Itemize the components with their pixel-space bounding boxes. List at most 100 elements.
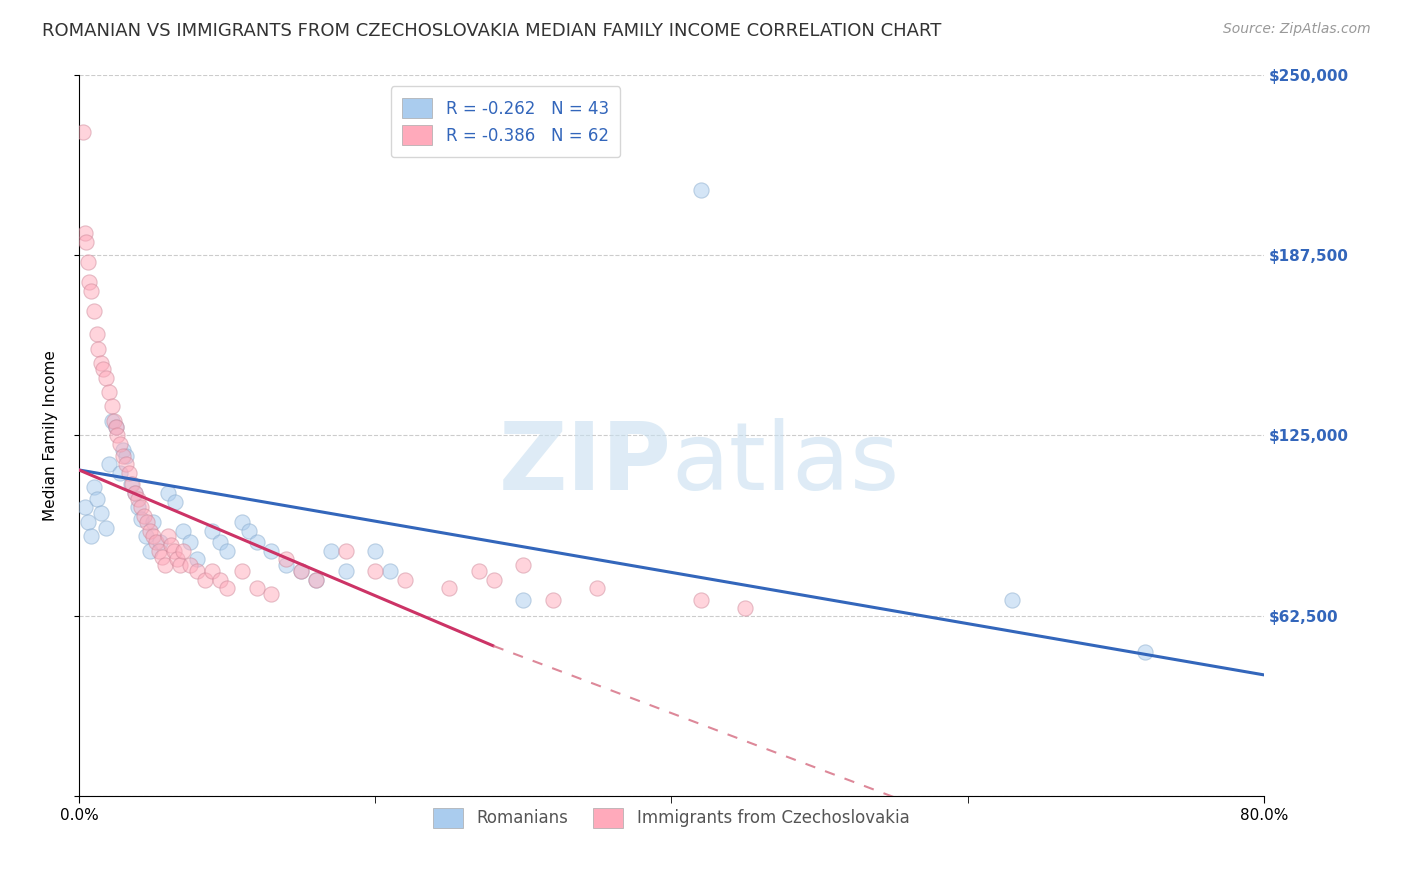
Point	[186, 564, 208, 578]
Point	[153, 558, 176, 573]
Point	[127, 491, 149, 506]
Point	[305, 573, 328, 587]
Point	[104, 419, 127, 434]
Point	[364, 543, 387, 558]
Point	[335, 543, 357, 558]
Point	[129, 500, 152, 515]
Point	[260, 587, 283, 601]
Point	[80, 284, 103, 298]
Point	[149, 535, 172, 549]
Point	[586, 582, 609, 596]
Point	[110, 437, 132, 451]
Point	[1001, 592, 1024, 607]
Point	[215, 582, 238, 596]
Point	[83, 304, 105, 318]
Point	[91, 362, 114, 376]
Point	[690, 183, 713, 197]
Point	[142, 515, 165, 529]
Point	[290, 564, 312, 578]
Point	[115, 449, 138, 463]
Point	[159, 538, 181, 552]
Point	[246, 582, 269, 596]
Point	[90, 356, 112, 370]
Point	[276, 552, 298, 566]
Point	[139, 524, 162, 538]
Point	[86, 491, 108, 506]
Point	[112, 449, 135, 463]
Point	[94, 370, 117, 384]
Point	[169, 558, 191, 573]
Point	[124, 486, 146, 500]
Point	[76, 515, 98, 529]
Point	[238, 524, 260, 538]
Point	[110, 466, 132, 480]
Point	[100, 400, 122, 414]
Point	[115, 457, 138, 471]
Point	[121, 477, 143, 491]
Point	[201, 524, 224, 538]
Point	[73, 500, 96, 515]
Point	[75, 235, 97, 249]
Point	[94, 521, 117, 535]
Text: Source: ZipAtlas.com: Source: ZipAtlas.com	[1223, 22, 1371, 37]
Point	[156, 529, 179, 543]
Text: ROMANIAN VS IMMIGRANTS FROM CZECHOSLOVAKIA MEDIAN FAMILY INCOME CORRELATION CHAR: ROMANIAN VS IMMIGRANTS FROM CZECHOSLOVAK…	[42, 22, 942, 40]
Point	[129, 512, 152, 526]
Legend: Romanians, Immigrants from Czechoslovakia: Romanians, Immigrants from Czechoslovaki…	[426, 801, 917, 835]
Point	[165, 494, 187, 508]
Point	[135, 529, 157, 543]
Point	[1135, 645, 1157, 659]
Point	[97, 457, 120, 471]
Point	[120, 477, 142, 491]
Point	[136, 515, 159, 529]
Point	[734, 601, 756, 615]
Point	[172, 543, 194, 558]
Point	[215, 543, 238, 558]
Point	[179, 558, 201, 573]
Point	[208, 573, 231, 587]
Point	[482, 573, 505, 587]
Point	[186, 552, 208, 566]
Point	[139, 543, 162, 558]
Point	[76, 255, 98, 269]
Point	[512, 558, 534, 573]
Point	[541, 592, 564, 607]
Point	[231, 564, 253, 578]
Point	[79, 276, 101, 290]
Point	[134, 509, 156, 524]
Point	[142, 529, 165, 543]
Point	[231, 515, 253, 529]
Point	[118, 466, 141, 480]
Point	[112, 442, 135, 457]
Point	[73, 227, 96, 241]
Point	[394, 573, 416, 587]
Point	[194, 573, 217, 587]
Point	[378, 564, 401, 578]
Text: atlas: atlas	[672, 418, 900, 510]
Point	[145, 535, 167, 549]
Point	[163, 543, 186, 558]
Point	[439, 582, 461, 596]
Point	[107, 428, 129, 442]
Point	[305, 573, 328, 587]
Point	[83, 480, 105, 494]
Point	[148, 543, 170, 558]
Point	[246, 535, 269, 549]
Point	[335, 564, 357, 578]
Point	[156, 486, 179, 500]
Point	[90, 506, 112, 520]
Point	[319, 543, 342, 558]
Point	[290, 564, 312, 578]
Point	[80, 529, 103, 543]
Point	[103, 414, 125, 428]
Point	[201, 564, 224, 578]
Point	[104, 419, 127, 434]
Text: ZIP: ZIP	[499, 418, 672, 510]
Point	[166, 552, 188, 566]
Point	[72, 125, 94, 139]
Point	[690, 592, 713, 607]
Point	[87, 342, 110, 356]
Point	[364, 564, 387, 578]
Point	[150, 549, 173, 564]
Point	[172, 524, 194, 538]
